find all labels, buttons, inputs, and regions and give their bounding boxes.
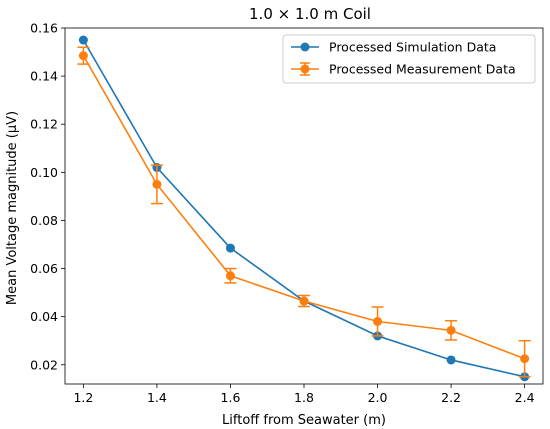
axes: 1.2 1.4 1.6 1.8 2.0 2.2 2.4 0.02 0.04 0.06 0.08 0.1… [30, 21, 544, 405]
data-point [446, 325, 456, 335]
x-tick-label: 2.0 [368, 390, 388, 405]
legend-label: Processed Simulation Data [329, 40, 496, 55]
y-tick-label: 0.10 [30, 165, 58, 180]
x-tick-label: 1.4 [147, 390, 167, 405]
y-tick-label: 0.02 [30, 357, 58, 372]
data-point [225, 243, 235, 253]
data-point [78, 35, 88, 45]
x-tick-label: 2.4 [515, 390, 535, 405]
data-point [299, 296, 309, 306]
x-axis-title: Liftoff from Seawater (m) [222, 413, 386, 428]
data-point [152, 179, 162, 189]
y-tick-label: 0.06 [30, 261, 58, 276]
plot-frame [64, 27, 544, 385]
legend: Processed Simulation Data Processed Measu… [282, 34, 536, 84]
x-tick-label: 1.2 [73, 390, 93, 405]
x-tick-label: 2.2 [441, 390, 461, 405]
legend-marker [300, 42, 310, 52]
y-tick-label: 0.14 [30, 69, 58, 84]
legend-marker [300, 64, 310, 74]
y-tick-label: 0.16 [30, 21, 58, 36]
x-tick-label: 1.8 [294, 390, 314, 405]
legend-label: Processed Measurement Data [329, 62, 516, 77]
data-point [225, 271, 235, 281]
data-point [520, 354, 530, 364]
data-point [373, 316, 383, 326]
data-point [78, 51, 88, 61]
legend-box [282, 34, 536, 84]
series-line [82, 55, 525, 360]
x-tick-label: 1.6 [221, 390, 241, 405]
y-tick-label: 0.12 [30, 117, 58, 132]
y-axis-title: Mean Voltage magnitude (μV) [5, 111, 20, 305]
y-tick-label: 0.08 [30, 213, 58, 228]
y-tick-label: 0.04 [30, 309, 58, 324]
series-line [82, 39, 525, 378]
chart-title: 1.0 × 1.0 m Coil [249, 5, 371, 23]
data-point [446, 355, 456, 365]
plot-area [77, 35, 531, 382]
